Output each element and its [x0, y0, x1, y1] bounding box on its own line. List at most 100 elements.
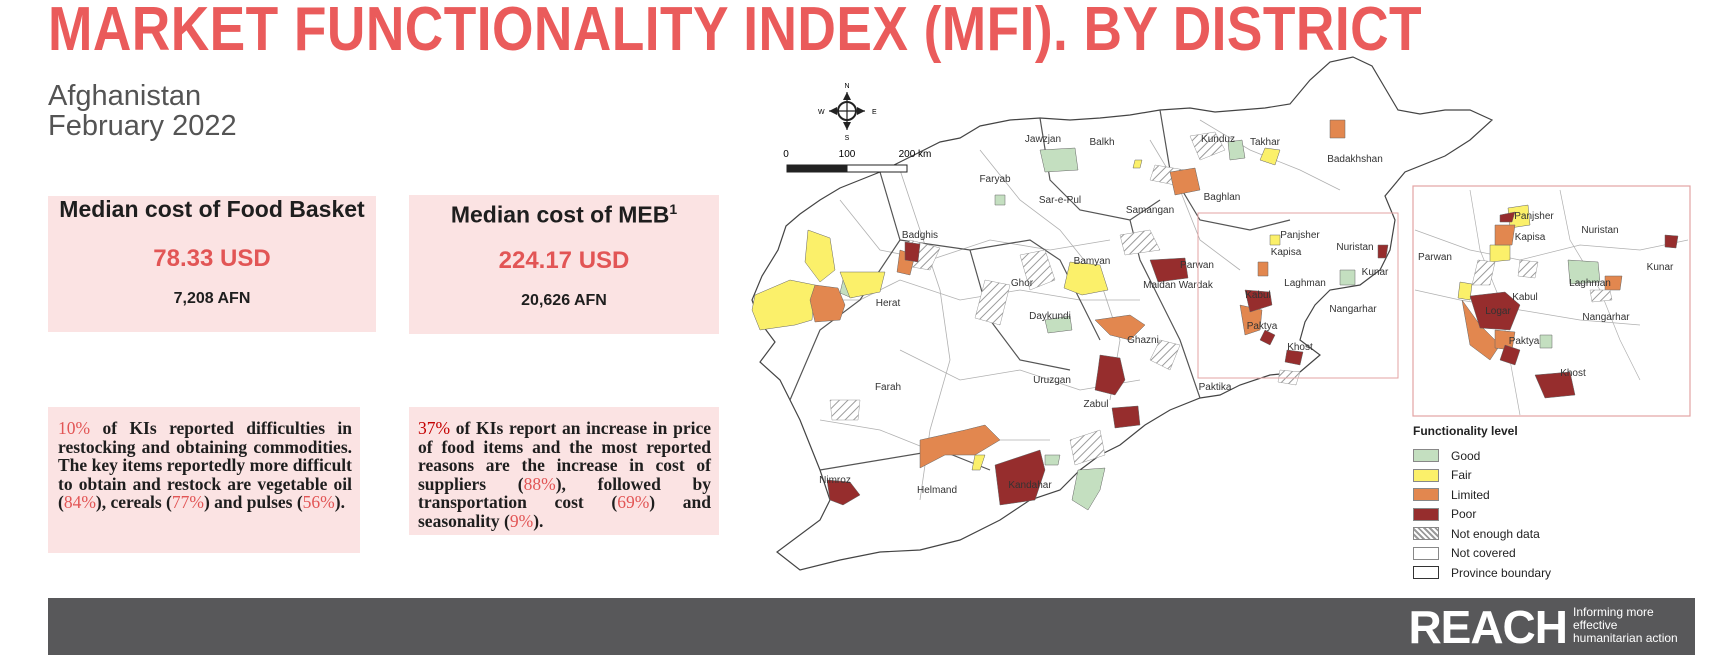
province-label: Herat — [876, 298, 901, 309]
restock-note-text: 10% of KIs reported difficulties in rest… — [58, 418, 352, 512]
inset-province-label: Kapisa — [1515, 232, 1546, 243]
meb-footnote: 1 — [669, 201, 678, 217]
compass-e: E — [872, 109, 877, 116]
inset-map: Panjsher Nuristan Kapisa Parwan Kunar Laghman… — [1412, 185, 1691, 417]
province-label: Nuristan — [1336, 242, 1373, 253]
inset-province-label: Kunar — [1647, 262, 1674, 273]
scale-200: 200 km — [899, 149, 932, 160]
country-label: Afghanistan — [48, 80, 202, 112]
footer-bar: REACH Informing more effective humanitar… — [48, 598, 1695, 655]
inset-province-label: Paktya — [1509, 336, 1540, 347]
legend-swatch — [1413, 546, 1439, 560]
province-label: Jawzjan — [1025, 134, 1061, 145]
province-label: Takhar — [1250, 137, 1281, 148]
legend-label: Not covered — [1451, 546, 1516, 561]
province-label: Samangan — [1126, 205, 1174, 216]
province-label: Nimroz — [819, 475, 851, 486]
price-note-text: 37% of KIs report an increase in price o… — [418, 418, 712, 531]
province-label: Kunduz — [1201, 134, 1235, 145]
food-basket-label: Median cost of Food Basket — [59, 196, 365, 222]
legend-item: Not covered — [1413, 544, 1551, 564]
reach-logo: REACH — [1408, 601, 1568, 653]
province-label: Nangarhar — [1329, 304, 1377, 315]
compass-n: N — [844, 83, 849, 90]
reach-tagline: Informing more effective humanitarian ac… — [1573, 605, 1678, 645]
legend-swatch — [1413, 507, 1439, 521]
inset-province-label: Khost — [1560, 368, 1586, 379]
poor-areas — [826, 241, 1389, 506]
legend-item: Not enough data — [1413, 524, 1551, 544]
province-label: Khost — [1287, 342, 1313, 353]
province-label: Faryab — [979, 174, 1011, 185]
legend-label: Poor — [1451, 507, 1477, 522]
province-label: Ghazni — [1127, 335, 1159, 346]
inset-province-label: Panjsher — [1514, 211, 1554, 222]
province-label: Kabul — [1245, 290, 1271, 301]
legend-title: Functionality level — [1413, 424, 1518, 438]
province-label: Maidan Wardak — [1143, 280, 1214, 291]
province-label: Baghlan — [1204, 192, 1241, 203]
food-basket-card: Median cost of Food Basket 78.33 USD 7,2… — [48, 196, 376, 332]
food-basket-afn: 7,208 AFN — [173, 290, 251, 307]
province-label: Badakhshan — [1327, 154, 1383, 165]
restock-note-card — [48, 407, 360, 553]
province-label: Ghor — [1011, 278, 1034, 289]
province-label: Parwan — [1180, 260, 1214, 271]
inset-province-label: Laghman — [1569, 278, 1611, 289]
province-label: Helmand — [917, 485, 957, 496]
compass-rose: N S E W — [818, 83, 877, 142]
inset-province-label: Parwan — [1418, 252, 1452, 263]
legend-label: Good — [1451, 448, 1481, 463]
province-label: Kapisa — [1271, 247, 1302, 258]
legend-label: Province boundary — [1451, 565, 1552, 580]
legend-swatch — [1413, 527, 1439, 541]
province-label: Paktya — [1247, 321, 1278, 332]
legend-label: Fair — [1451, 468, 1472, 483]
meb-afn: 20,626 AFN — [521, 291, 607, 309]
meb-card: Median cost of MEB1 224.17 USD 20,626 AF… — [409, 195, 719, 334]
page-title: MARKET FUNCTIONALITY INDEX (MFI). BY DIS… — [48, 0, 1423, 64]
inset-province-label: Kabul — [1512, 292, 1538, 303]
inset-province-label: Logar — [1485, 306, 1511, 317]
legend-item: Province boundary — [1413, 563, 1551, 583]
country-outline — [751, 56, 1494, 571]
province-label: Kandahar — [1008, 480, 1052, 491]
scale-0: 0 — [783, 149, 789, 160]
province-label: Farah — [875, 382, 901, 393]
scale-100: 100 — [839, 149, 856, 160]
inset-province-label: Nangarhar — [1582, 312, 1630, 323]
legend-swatch — [1413, 488, 1439, 502]
province-label: Zabul — [1083, 399, 1108, 410]
legend-label: Not enough data — [1451, 526, 1540, 541]
legend-item: Limited — [1413, 485, 1551, 505]
legend-item: Poor — [1413, 505, 1551, 525]
fair-areas — [751, 147, 1281, 471]
afghanistan-map: Jawzjan Balkh Kunduz Takhar Badakhshan Faryab… — [751, 56, 1691, 571]
good-areas — [839, 139, 1356, 511]
limited-areas — [809, 119, 1346, 469]
province-label: Panjsher — [1280, 230, 1320, 241]
meb-label: Median cost of MEB1 — [450, 201, 678, 228]
scale-bar: 0 100 200 km — [783, 149, 932, 173]
legend-label: Limited — [1451, 487, 1490, 502]
meb-usd: 224.17 USD — [498, 246, 630, 274]
map-legend: Functionality level Good Fair Limited Poor N… — [1413, 424, 1551, 583]
province-label: Sar-e-Pul — [1039, 195, 1081, 206]
province-label: Daykundi — [1029, 311, 1071, 322]
province-label: Balkh — [1089, 137, 1114, 148]
compass-s: S — [845, 135, 850, 142]
province-label: Laghman — [1284, 278, 1326, 289]
legend-swatch — [1413, 566, 1439, 580]
price-note-card — [409, 407, 719, 535]
inset-extent-box — [1197, 212, 1399, 379]
province-label: Badghis — [902, 230, 938, 241]
province-label: Kunar — [1362, 267, 1389, 278]
compass-w: W — [818, 109, 825, 116]
province-label: Paktika — [1199, 382, 1232, 393]
legend-item: Good — [1413, 446, 1551, 466]
province-label: Uruzgan — [1033, 375, 1071, 386]
legend-item: Fair — [1413, 466, 1551, 486]
inset-province-label: Nuristan — [1581, 225, 1618, 236]
province-label: Bamyan — [1074, 256, 1111, 267]
province-labels: Jawzjan Balkh Kunduz Takhar Badakhshan Faryab… — [819, 134, 1389, 496]
